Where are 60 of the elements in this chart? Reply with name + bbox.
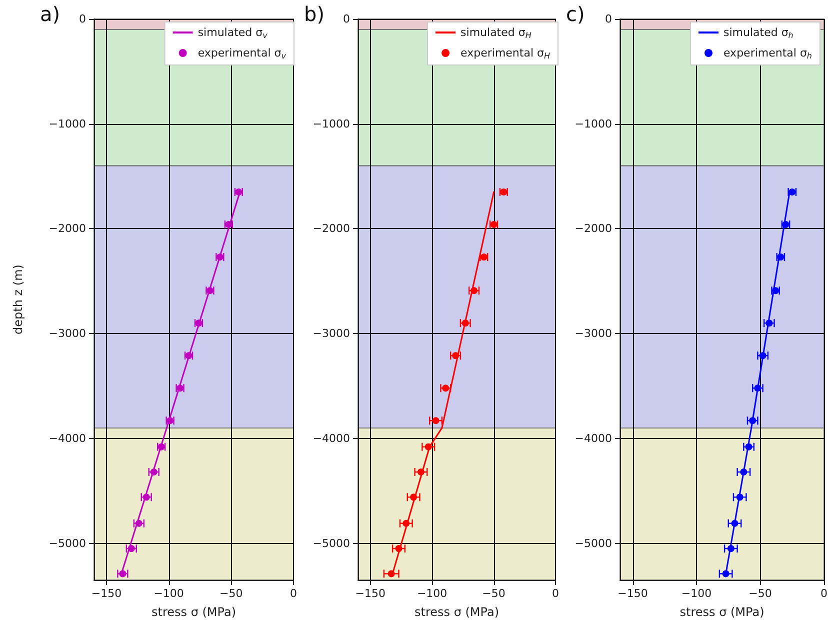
y-tick-label: 0 — [605, 12, 612, 26]
y-tick-label: −5000 — [574, 536, 612, 550]
point — [388, 570, 395, 578]
x-axis-title: stress σ (MPa) — [680, 605, 764, 619]
x-tick-label: −50 — [220, 587, 243, 600]
point — [402, 520, 410, 527]
point — [452, 352, 460, 360]
y-tick-label: −1000 — [48, 117, 86, 130]
y-tick-label: −4000 — [574, 432, 612, 445]
y-tick-label: −3000 — [48, 327, 86, 340]
point — [754, 384, 762, 392]
x-tick-label: −150 — [91, 587, 122, 600]
point — [410, 494, 418, 501]
x-tick-label: 0 — [552, 587, 559, 600]
point — [135, 520, 142, 527]
y-tick-label: −2000 — [48, 222, 86, 236]
y-tick-label: −2000 — [312, 222, 350, 236]
x-tick-label: −150 — [618, 587, 648, 600]
point — [727, 545, 734, 552]
y-tick-label: −2000 — [574, 222, 612, 236]
x-tick-label: −50 — [482, 587, 506, 600]
x-tick-label: 0 — [820, 587, 828, 600]
point — [470, 287, 478, 294]
y-tick-label: 0 — [79, 12, 86, 26]
y-tick-label: −5000 — [312, 536, 350, 550]
point — [417, 468, 424, 476]
x-tick-label: −100 — [681, 587, 712, 600]
y-axis-title: depth z (m) — [11, 264, 25, 334]
x-tick-label: 0 — [290, 587, 297, 600]
x-axis-title: stress σ (MPa) — [151, 605, 236, 619]
x-tick-label: −50 — [748, 587, 772, 600]
point — [749, 417, 756, 424]
point — [722, 570, 730, 578]
text: a) — [40, 2, 60, 26]
y-tick-label: −4000 — [312, 432, 350, 445]
x-tick-label: −100 — [154, 587, 184, 600]
point — [395, 545, 402, 552]
point — [766, 320, 773, 327]
point — [432, 417, 440, 424]
y-tick-label: 0 — [343, 12, 350, 26]
point — [142, 494, 150, 501]
x-tick-label: −100 — [416, 587, 448, 600]
y-tick-label: −4000 — [48, 432, 86, 445]
point — [740, 468, 748, 476]
point — [759, 352, 766, 360]
x-tick-label: −150 — [355, 587, 386, 600]
text: c) — [566, 2, 585, 26]
y-tick-label: −1000 — [312, 117, 350, 130]
point — [731, 520, 738, 527]
y-tick-label: −5000 — [48, 536, 86, 550]
point — [442, 384, 450, 392]
point — [424, 443, 432, 450]
point — [736, 494, 744, 501]
y-tick-label: −1000 — [574, 117, 612, 130]
text: b) — [304, 2, 324, 26]
y-tick-label: −3000 — [574, 327, 612, 340]
point — [745, 443, 752, 450]
x-axis-title: stress σ (MPa) — [414, 605, 500, 619]
point — [119, 570, 126, 578]
y-tick-label: −3000 — [312, 327, 350, 340]
